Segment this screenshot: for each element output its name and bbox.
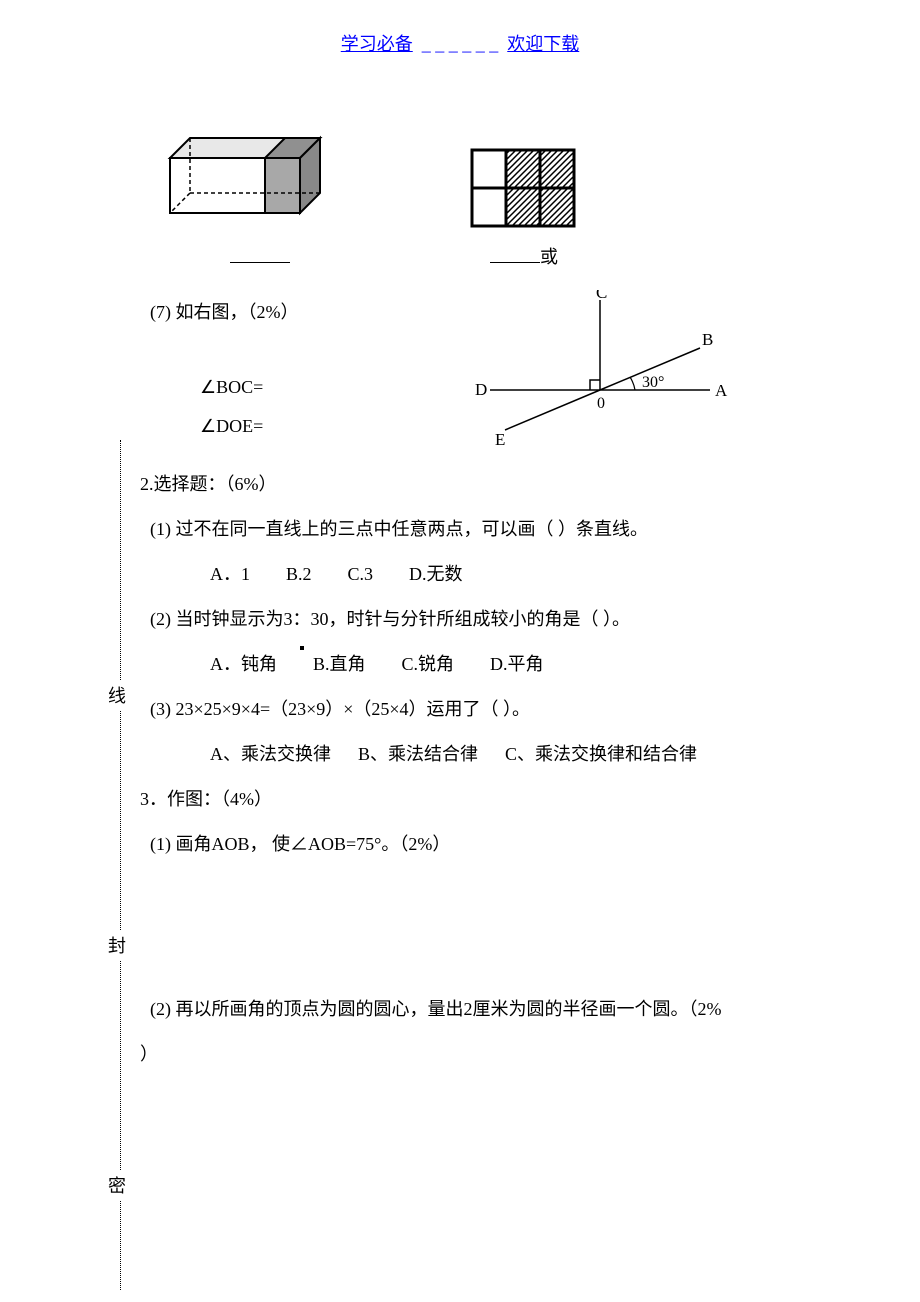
label-D: D [475, 380, 487, 399]
s3-q1: (1) 画角AOB， 使∠AOB=75°。（2%） [140, 822, 820, 867]
cuboid-blank [170, 235, 350, 280]
label-E: E [495, 430, 505, 449]
s2-q2: (2) 当时钟显示为3：30，时针与分针所组成较小的角是（ ）。 [140, 597, 820, 642]
label-B: B [702, 330, 713, 349]
s2-q3-opts: A、乘法交换律 B、乘法结合律 C、乘法交换律和结合律 [140, 732, 820, 777]
side-label-mi: 密 [108, 1170, 126, 1200]
or-text: 或 [540, 247, 558, 267]
cuboid-figure [150, 130, 330, 230]
main-content: 或 (7) 如右图，（2%） ∠BOC= ∠DOE= 2.选择题：（6%） (1… [140, 130, 820, 1077]
header-right-link[interactable]: 欢迎下载 [507, 34, 579, 54]
grid-blank: 或 [490, 235, 640, 280]
binding-line [120, 440, 121, 1290]
s2-q3: (3) 23×25×9×4=（23×9）×（25×4）运用了（ ）。 [140, 687, 820, 732]
header-dash: _ _ _ _ _ _ [417, 34, 503, 54]
header-left-link[interactable]: 学习必备 [341, 34, 413, 54]
figure-caption-row: 或 [170, 235, 820, 280]
label-O: 0 [597, 395, 605, 412]
figure-row [150, 130, 820, 230]
label-A: A [715, 381, 728, 400]
label-30: 30° [642, 374, 664, 391]
s2-title: 2.选择题：（6%） [140, 462, 820, 507]
s2-q1-opts: A．1 B.2 C.3 D.无数 [140, 552, 820, 597]
angle-figure: A B C D E 0 30° [450, 290, 750, 460]
s2-q2-opts: A．钝角 B.直角 C.锐角 D.平角 [140, 642, 820, 687]
center-dot [300, 646, 304, 650]
label-C: C [596, 290, 607, 302]
grid-figure [470, 148, 580, 230]
side-label-feng: 封 [108, 930, 126, 960]
s2-q1: (1) 过不在同一直线上的三点中任意两点，可以画（ ）条直线。 [140, 507, 820, 552]
s3-title: 3．作图：（4%） [140, 777, 820, 822]
side-label-xian: 线 [108, 680, 126, 710]
s3-q2a: (2) 再以所画角的顶点为圆的圆心，量出2厘米为圆的半径画一个圆。（2% [140, 987, 820, 1032]
page-header: 学习必备 _ _ _ _ _ _ 欢迎下载 [0, 0, 920, 56]
s3-q2b: ） [140, 1032, 820, 1077]
